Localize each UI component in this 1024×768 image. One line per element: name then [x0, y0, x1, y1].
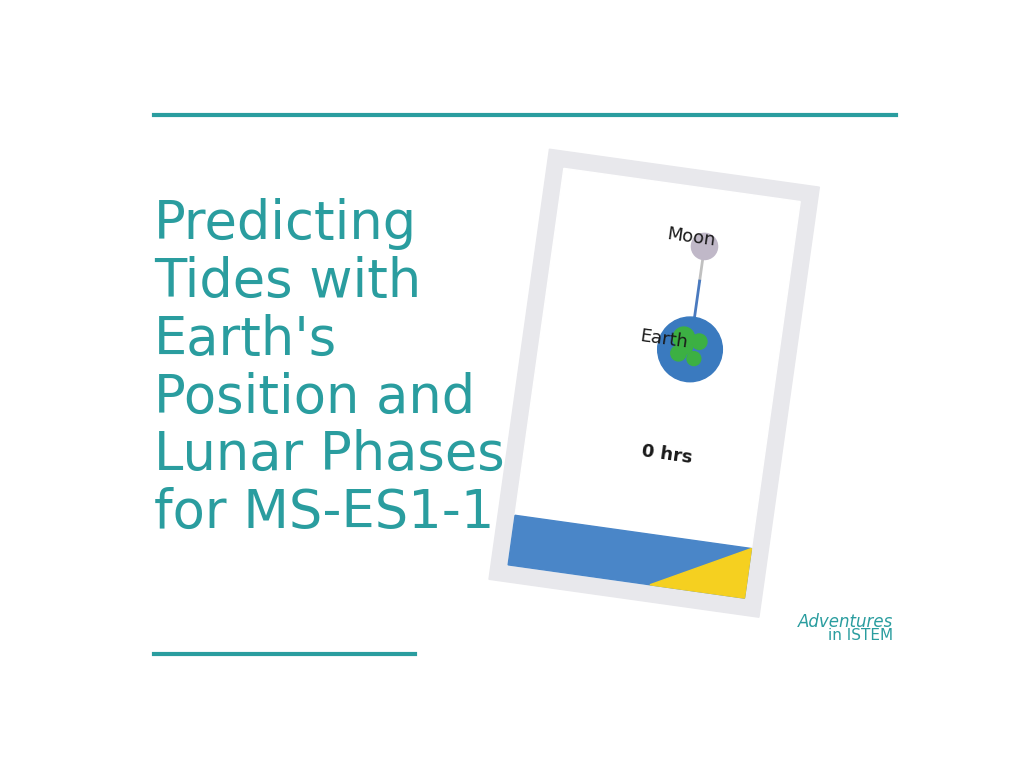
Circle shape [657, 317, 722, 382]
Circle shape [671, 346, 686, 361]
Text: Tides with: Tides with [154, 257, 421, 308]
Circle shape [673, 327, 694, 349]
Text: 0 hrs: 0 hrs [641, 442, 694, 468]
Circle shape [691, 334, 707, 349]
Text: Earth: Earth [639, 327, 689, 352]
Polygon shape [489, 149, 819, 617]
Text: Earth's: Earth's [154, 314, 337, 366]
Circle shape [687, 352, 700, 366]
Polygon shape [508, 168, 800, 598]
Polygon shape [508, 515, 752, 598]
Text: Moon: Moon [666, 225, 716, 250]
Text: Lunar Phases: Lunar Phases [154, 429, 505, 482]
Text: for MS-ES1-1: for MS-ES1-1 [154, 487, 494, 539]
Polygon shape [650, 548, 752, 598]
Text: Adventures: Adventures [798, 613, 893, 631]
Circle shape [691, 233, 718, 260]
Circle shape [680, 342, 692, 354]
Text: Position and: Position and [154, 372, 475, 424]
Text: Predicting: Predicting [154, 198, 417, 250]
Text: in ISTEM: in ISTEM [827, 628, 893, 644]
